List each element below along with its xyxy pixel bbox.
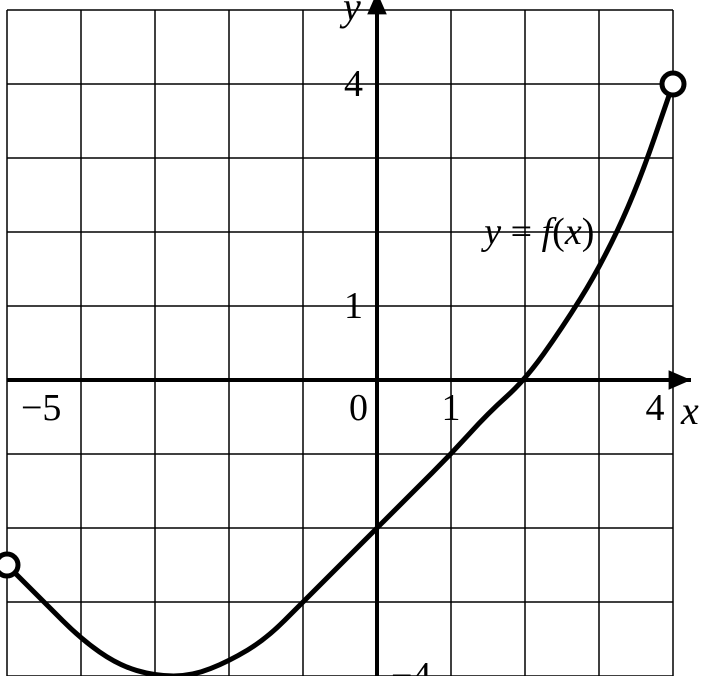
y-tick-label: 1 (344, 285, 363, 327)
origin-label: 0 (349, 387, 368, 429)
y-tick-label: −4 (391, 655, 431, 676)
x-tick-label: −5 (21, 387, 61, 429)
y-axis-arrow (367, 0, 387, 14)
open-endpoint (662, 73, 684, 95)
x-tick-label: 1 (442, 387, 461, 429)
open-endpoint (0, 554, 18, 576)
y-tick-label: 4 (344, 63, 363, 105)
function-label: y = f(x) (480, 211, 594, 253)
x-tick-label: 4 (646, 387, 665, 429)
chart-container: y x 0 −5 1 4 1 4 −4 y = f(x) (0, 0, 722, 676)
function-chart: y x 0 −5 1 4 1 4 −4 y = f(x) (0, 0, 722, 676)
grid (7, 10, 673, 676)
x-axis-arrow (669, 370, 691, 390)
x-axis-label: x (680, 388, 699, 433)
y-axis-label: y (339, 0, 361, 29)
